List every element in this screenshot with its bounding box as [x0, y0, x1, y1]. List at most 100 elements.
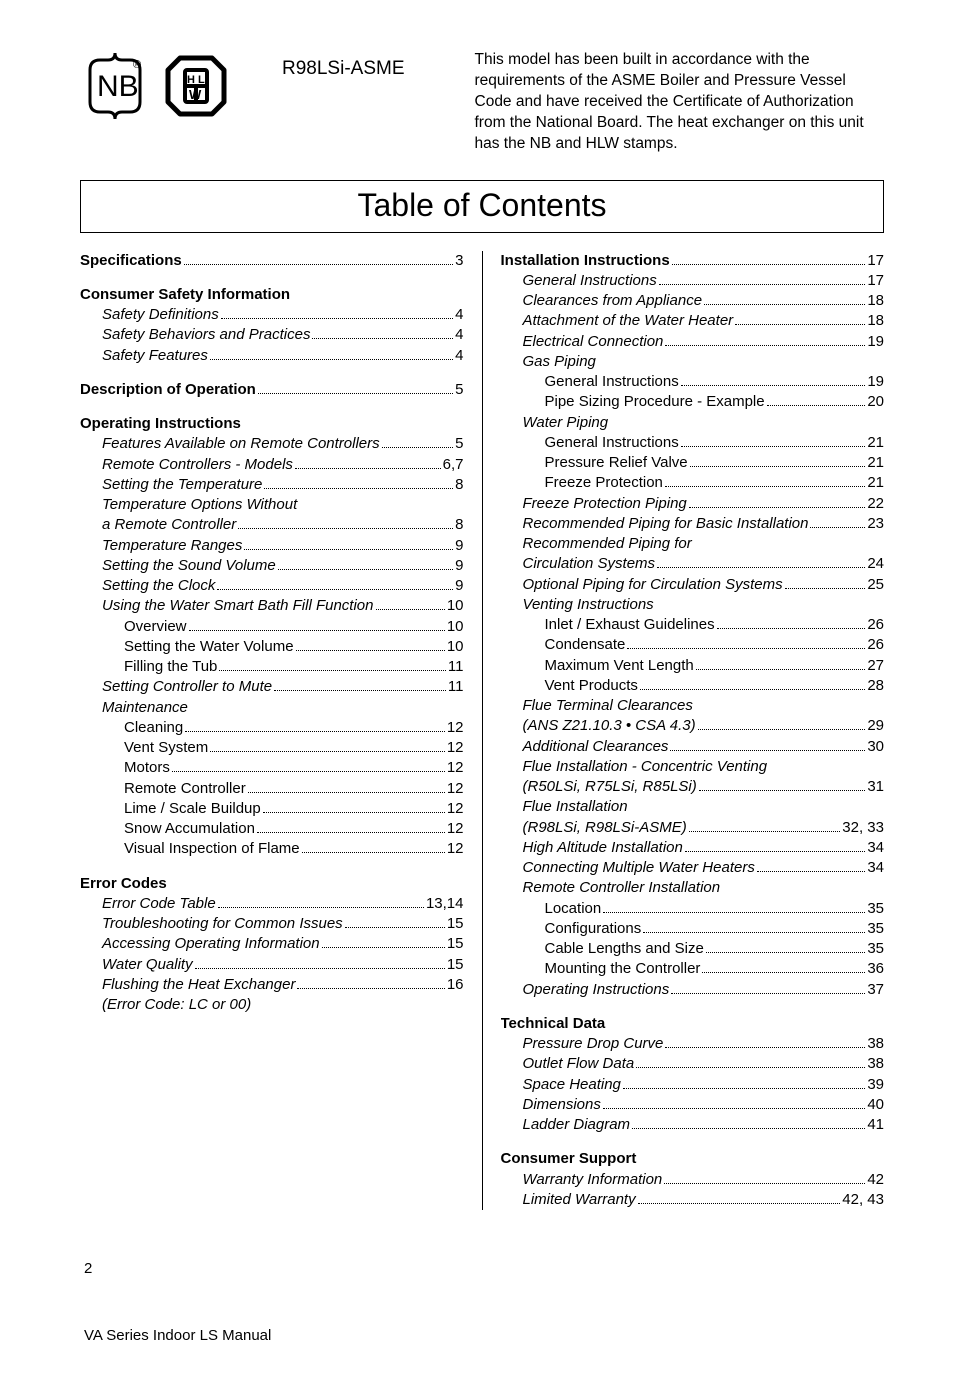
toc-entry: Cable Lengths and Size35: [501, 939, 885, 959]
toc-page-number: 8: [455, 515, 463, 535]
toc-leader-dots: [219, 670, 446, 671]
toc-label: Operating Instructions: [80, 414, 241, 434]
toc-page-number: 12: [447, 839, 464, 859]
toc-page-number: 18: [867, 291, 884, 311]
toc-entry: Motors12: [80, 758, 464, 778]
toc-leader-dots: [636, 1067, 865, 1068]
toc-entry: Remote Controller Installation: [501, 878, 885, 898]
toc-spacer: [80, 400, 464, 414]
toc-label: Limited Warranty: [523, 1190, 636, 1210]
toc-label: a Remote Controller: [102, 515, 236, 535]
toc-leader-dots: [665, 486, 865, 487]
toc-entry: Safety Features4: [80, 346, 464, 366]
toc-label: Lime / Scale Buildup: [124, 799, 261, 819]
toc-label: Temperature Ranges: [102, 536, 242, 556]
toc-label: Venting Instructions: [523, 595, 654, 615]
document-page: NB ® H L W: [0, 0, 954, 1384]
toc-page-number: 31: [867, 777, 884, 797]
toc-page-number: 19: [867, 372, 884, 392]
toc-leader-dots: [382, 447, 454, 448]
toc-label: Pipe Sizing Procedure - Example: [545, 392, 765, 412]
toc-label: Error Codes: [80, 874, 167, 894]
toc-leader-dots: [238, 528, 453, 529]
toc-entry: Circulation Systems 24: [501, 554, 885, 574]
toc-leader-dots: [603, 1108, 865, 1109]
toc-right-column: Installation Instructions17General Instr…: [501, 251, 885, 1211]
toc-label: Setting the Clock: [102, 576, 215, 596]
toc-entry: Space Heating39: [501, 1075, 885, 1095]
toc-label: Outlet Flow Data: [523, 1054, 635, 1074]
toc-page-number: 12: [447, 738, 464, 758]
toc-entry: Gas Piping: [501, 352, 885, 372]
page-number: 2: [84, 1260, 92, 1277]
toc-label: Circulation Systems: [523, 554, 656, 574]
toc-label: Operating Instructions: [523, 980, 670, 1000]
toc-entry: (ANS Z21.10.3 • CSA 4.3)29: [501, 716, 885, 736]
toc-label: Cable Lengths and Size: [545, 939, 704, 959]
toc-entry: General Instructions17: [501, 271, 885, 291]
hlw-logo-icon: H L W: [160, 50, 232, 127]
toc-page-number: 10: [447, 617, 464, 637]
svg-text:W: W: [189, 87, 202, 102]
toc-leader-dots: [195, 968, 445, 969]
toc-page-number: 8: [455, 475, 463, 495]
certification-logos: NB ® H L W: [80, 50, 232, 127]
toc-page-number: 21: [867, 473, 884, 493]
toc-entry: Venting Instructions: [501, 595, 885, 615]
toc-entry: Mounting the Controller36: [501, 959, 885, 979]
toc-entry: Error Codes: [80, 874, 464, 894]
toc-leader-dots: [184, 264, 453, 265]
toc-entry: Snow Accumulation12: [80, 819, 464, 839]
toc-page-number: 24: [867, 554, 884, 574]
toc-entry: Water Quality15: [80, 955, 464, 975]
toc-entry: Pressure Drop Curve 38: [501, 1034, 885, 1054]
toc-label: Mounting the Controller: [545, 959, 701, 979]
toc-entry: Temperature Ranges9: [80, 536, 464, 556]
toc-page-number: 38: [867, 1034, 884, 1054]
toc-label: Vent System: [124, 738, 208, 758]
toc-leader-dots: [217, 589, 453, 590]
toc-label: (ANS Z21.10.3 • CSA 4.3): [523, 716, 696, 736]
toc-label: Temperature Options Without: [102, 495, 297, 515]
toc-label: (R98LSi, R98LSi-ASME): [523, 818, 687, 838]
toc-label: Filling the Tub: [124, 657, 217, 677]
svg-text:H: H: [187, 74, 195, 86]
toc-page-number: 15: [447, 934, 464, 954]
toc-leader-dots: [627, 648, 865, 649]
toc-entry: Setting the Temperature8: [80, 475, 464, 495]
toc-entry: Connecting Multiple Water Heaters34: [501, 858, 885, 878]
toc-label: Clearances from Appliance: [523, 291, 703, 311]
toc-label: Installation Instructions: [501, 251, 670, 271]
toc-leader-dots: [296, 650, 445, 651]
toc-entry: Configurations35: [501, 919, 885, 939]
toc-label: Safety Definitions: [102, 305, 219, 325]
toc-entry: Maximum Vent Length27: [501, 656, 885, 676]
toc-page-number: 37: [867, 980, 884, 1000]
toc-entry: Electrical Connection19: [501, 332, 885, 352]
toc-page-number: 38: [867, 1054, 884, 1074]
toc-label: Optional Piping for Circulation Systems: [523, 575, 783, 595]
toc-entry: Accessing Operating Information15: [80, 934, 464, 954]
toc-label: Technical Data: [501, 1014, 606, 1034]
toc-leader-dots: [172, 771, 445, 772]
toc-entry: Error Code Table13,14: [80, 894, 464, 914]
toc-entry: Setting Controller to Mute11: [80, 677, 464, 697]
toc-page-number: 23: [867, 514, 884, 534]
toc-page-number: 35: [867, 919, 884, 939]
toc-leader-dots: [681, 385, 866, 386]
toc-leader-dots: [717, 628, 866, 629]
toc-leader-dots: [698, 729, 866, 730]
toc-label: Gas Piping: [523, 352, 596, 372]
toc-label: Motors: [124, 758, 170, 778]
toc-label: Pressure Drop Curve: [523, 1034, 664, 1054]
toc-leader-dots: [704, 304, 865, 305]
toc-label: Visual Inspection of Flame: [124, 839, 300, 859]
toc-entry: Setting the Clock9: [80, 576, 464, 596]
toc-leader-dots: [312, 338, 453, 339]
toc-leader-dots: [189, 630, 445, 631]
toc-columns: Specifications3Consumer Safety Informati…: [80, 251, 884, 1211]
toc-entry: Visual Inspection of Flame 12: [80, 839, 464, 859]
toc-leader-dots: [603, 912, 865, 913]
toc-page-number: 26: [867, 635, 884, 655]
toc-page-number: 30: [867, 737, 884, 757]
